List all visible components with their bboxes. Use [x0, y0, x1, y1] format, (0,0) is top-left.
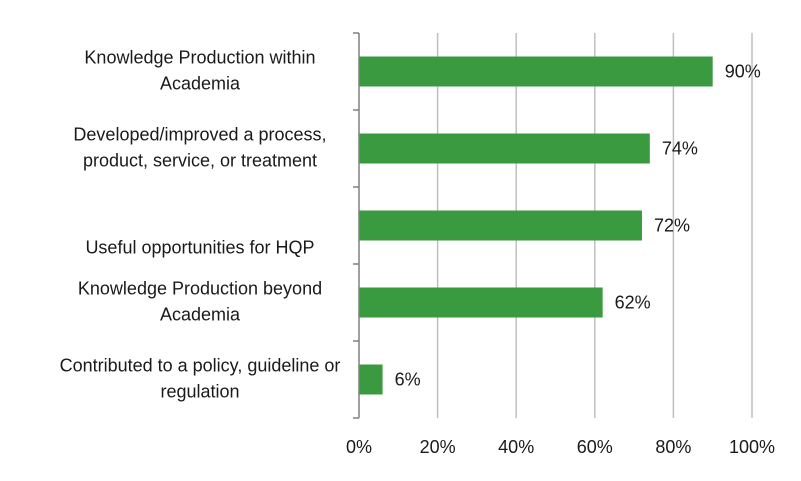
x-tick-label: 40%: [498, 437, 534, 457]
category-label: Knowledge Production within Academia: [84, 48, 315, 94]
category-label: Developed/improved a process, product, se…: [73, 125, 326, 171]
data-label: 6%: [395, 370, 421, 390]
bar: [359, 364, 383, 395]
category-label-line: product, service, or treatment: [83, 151, 317, 171]
y-axis: [353, 32, 360, 419]
category-label-line: Useful opportunities for HQP: [85, 238, 314, 258]
category-label: Knowledge Production beyond Academia: [78, 279, 322, 325]
category-label: Contributed to a policy, guideline or reg…: [60, 356, 341, 402]
data-label: 62%: [615, 293, 651, 313]
bar: [359, 287, 603, 318]
data-label: 72%: [654, 216, 690, 236]
x-tick-label: 100%: [729, 437, 775, 457]
data-labels: 90% 74% 72% 62% 6%: [395, 62, 761, 390]
bar: [359, 133, 650, 164]
bars: [359, 56, 713, 395]
x-tick-label: 60%: [577, 437, 613, 457]
category-label-line: Academia: [160, 74, 241, 94]
category-label: Useful opportunities for HQP: [85, 238, 314, 258]
category-labels: Knowledge Production within Academia Devel…: [60, 48, 341, 402]
category-label-line: Knowledge Production within: [84, 48, 315, 68]
x-tick-labels: 0% 20% 40% 60% 80% 100%: [346, 437, 775, 457]
x-tick-label: 20%: [420, 437, 456, 457]
x-tick-label: 0%: [346, 437, 372, 457]
bar: [359, 56, 713, 87]
category-label-line: Contributed to a policy, guideline or: [60, 356, 341, 376]
category-label-line: regulation: [160, 382, 239, 402]
data-label: 74%: [662, 139, 698, 159]
category-label-line: Academia: [160, 305, 241, 325]
data-label: 90%: [725, 62, 761, 82]
x-tick-label: 80%: [655, 437, 691, 457]
category-label-line: Developed/improved a process,: [73, 125, 326, 145]
bar: [359, 210, 642, 241]
category-label-line: Knowledge Production beyond: [78, 279, 322, 299]
